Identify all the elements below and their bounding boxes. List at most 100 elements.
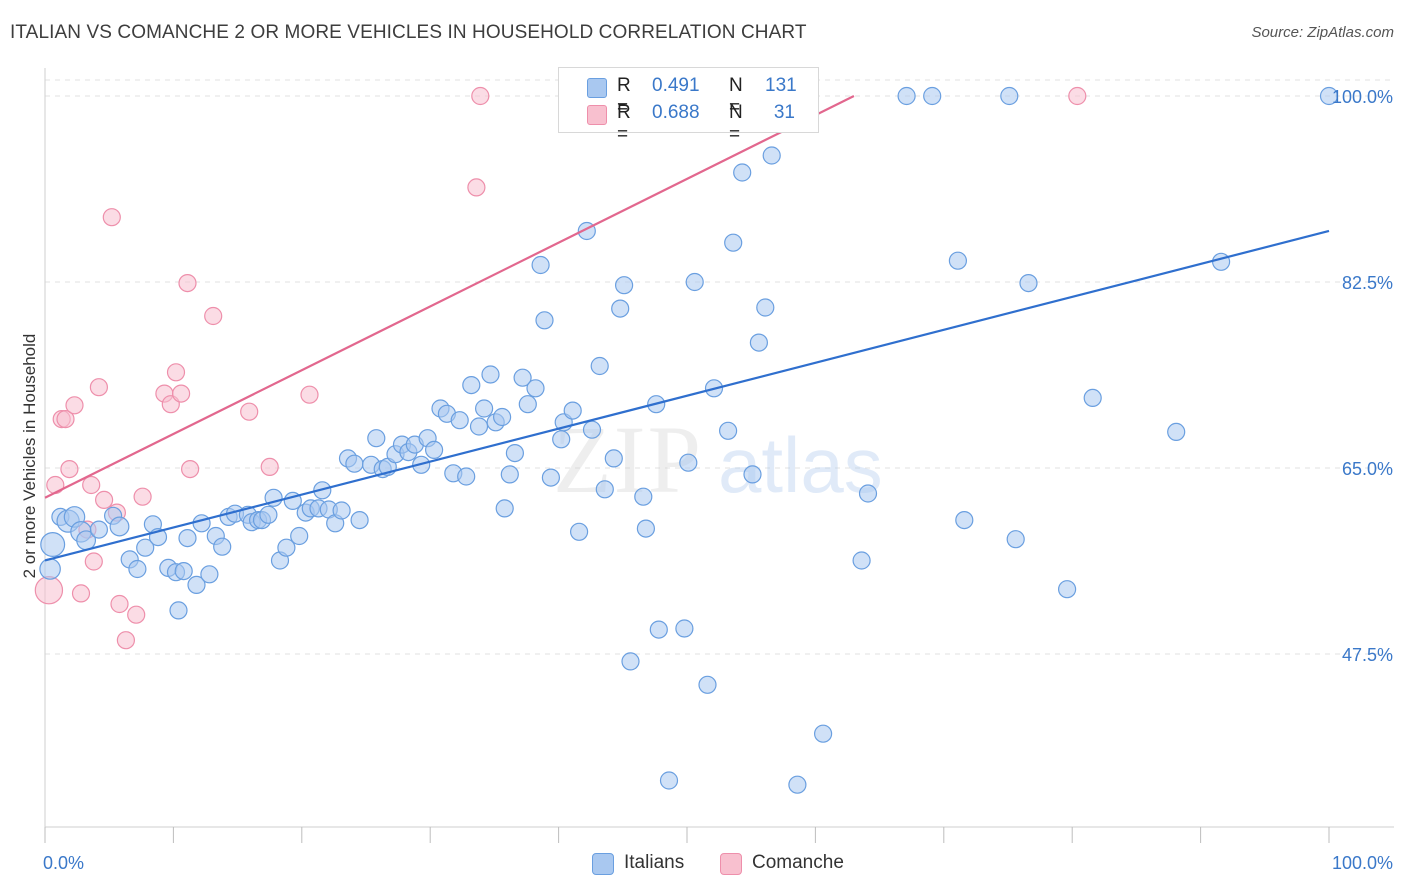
chart-title: ITALIAN VS COMANCHE 2 OR MORE VEHICLES I…: [10, 22, 807, 43]
italians-point: [136, 538, 155, 557]
italians-point: [1083, 388, 1102, 407]
italians-point: [659, 771, 679, 790]
italians-point: [1319, 86, 1339, 106]
italians-point: [200, 565, 219, 584]
italians-point: [290, 526, 309, 546]
comanche-point: [110, 594, 129, 614]
comanche-point: [181, 460, 200, 479]
source-label: Source: ZipAtlas.com: [1251, 24, 1394, 41]
italians-point: [679, 453, 698, 472]
italians-point: [192, 514, 211, 533]
italians-point: [462, 376, 481, 395]
x-tick-label-min: 0.0%: [43, 853, 84, 873]
italians-point: [595, 480, 614, 499]
comanche-point: [56, 410, 75, 429]
italians-point: [1019, 274, 1038, 293]
italians-point: [450, 411, 469, 430]
italians-point: [698, 675, 717, 694]
italians-point: [213, 537, 232, 556]
italians-point: [495, 499, 514, 518]
italians-point: [611, 299, 630, 318]
comanche-point: [34, 576, 64, 605]
italians-point: [614, 276, 634, 295]
italians-point: [733, 163, 752, 182]
italians-point: [481, 365, 500, 384]
italians-point: [40, 531, 66, 557]
comanche-point: [102, 208, 121, 227]
comanche-point: [127, 605, 146, 624]
comanche-point: [467, 178, 486, 197]
italians-point: [169, 601, 188, 620]
comanche-point: [84, 552, 103, 571]
italians-point: [762, 146, 781, 165]
legend-n-label: N =: [729, 102, 743, 145]
bottom-legend-swatch-comanche: [720, 853, 742, 875]
comanche-point: [172, 384, 191, 403]
italians-point: [923, 86, 942, 106]
italians-point: [552, 430, 571, 449]
comanche-point: [204, 306, 223, 326]
italians-point: [563, 401, 582, 420]
italians-point: [518, 395, 537, 414]
trendlines: [44, 95, 1330, 562]
italians-point: [178, 528, 197, 548]
legend-swatch-comanche: [587, 105, 607, 125]
italians-point: [1167, 422, 1186, 441]
y-tick-labels: 47.5% 65.0% 82.5% 100.0%: [1332, 87, 1393, 665]
italians-point: [590, 356, 609, 376]
legend-r-value: 0.491: [652, 75, 700, 96]
gridlines: [45, 79, 1394, 655]
italians-point: [948, 251, 968, 270]
y-tick-label: 100.0%: [1332, 87, 1393, 107]
italians-point: [187, 575, 206, 595]
italians-point: [788, 775, 807, 794]
comanche-point: [300, 385, 319, 404]
italians-point: [457, 467, 476, 486]
italians-point: [332, 501, 351, 520]
comanche-point: [89, 378, 109, 397]
italians-point: [535, 311, 554, 330]
italians-point: [277, 538, 296, 557]
series-comanche: [34, 86, 1087, 650]
italians-point: [743, 465, 762, 484]
legend-n-label: N =: [729, 75, 743, 118]
italians-point: [685, 272, 704, 292]
italians-point: [174, 561, 193, 581]
italians-point: [493, 407, 512, 427]
italians-point: [1057, 580, 1077, 599]
italians-point: [649, 620, 668, 639]
comanche-point: [260, 457, 279, 476]
trendline-comanche: [44, 95, 855, 499]
comanche-point: [94, 490, 114, 509]
italians-point: [955, 510, 974, 530]
italians-point: [475, 399, 494, 418]
italians-point: [109, 516, 130, 537]
italians-point: [531, 255, 550, 275]
italians-point: [350, 510, 369, 530]
italians-point: [541, 468, 561, 487]
italians-point: [367, 429, 386, 448]
italians-point: [621, 652, 640, 671]
italians-point: [1211, 252, 1231, 271]
italians-point: [569, 522, 589, 541]
comanche-point: [60, 460, 79, 479]
trendline-italians: [44, 229, 1330, 562]
italians-point: [526, 379, 545, 398]
italians-point: [756, 298, 775, 317]
x-tick-label-max: 100.0%: [1332, 853, 1393, 873]
italians-point: [513, 368, 532, 387]
italians-point: [675, 619, 694, 638]
italians-point: [604, 449, 623, 468]
italians-point: [128, 559, 147, 579]
italians-point: [852, 551, 871, 570]
comanche-point: [166, 363, 186, 382]
comanche-point: [178, 274, 197, 293]
italians-point: [500, 465, 519, 484]
italians-point: [345, 454, 364, 473]
bottom-legend-swatch-italians: [592, 853, 614, 875]
comanche-point: [1068, 86, 1087, 106]
italians-point: [634, 487, 653, 506]
comanche-point: [65, 396, 84, 415]
x-ticks: [44, 827, 1330, 843]
